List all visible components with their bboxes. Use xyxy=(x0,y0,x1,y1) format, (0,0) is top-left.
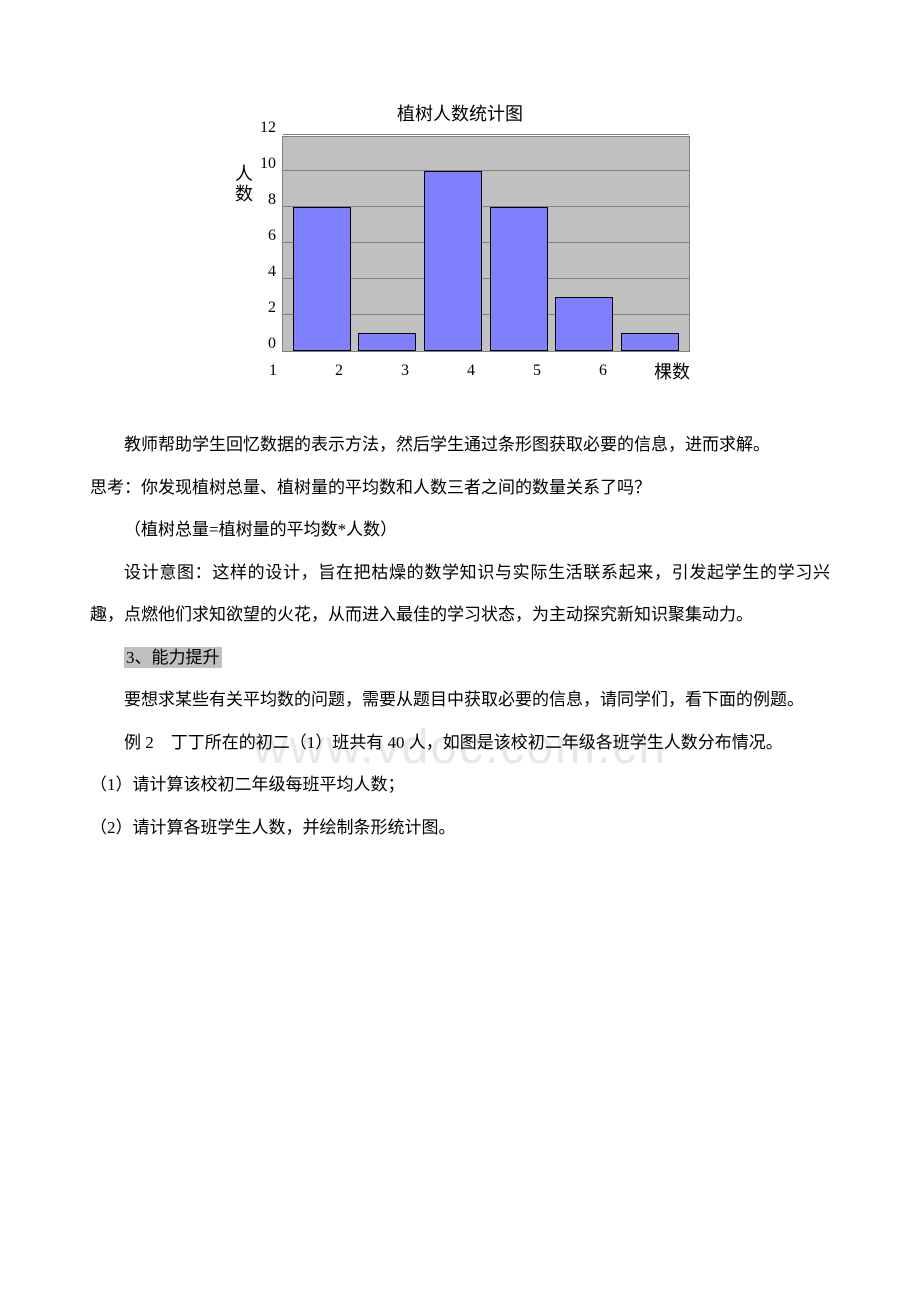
section-3-highlight: 3、能力提升 xyxy=(124,647,222,668)
paragraph-formula: （植树总量=植树量的平均数*人数） xyxy=(90,509,830,552)
tree-planting-chart: 植树人数统计图 人数 12 10 8 6 4 2 0 123456 棵数 xyxy=(230,100,690,384)
x-tick: 6 xyxy=(574,362,632,380)
x-axis-label: 棵数 xyxy=(654,358,690,384)
paragraph-question-2: （2）请计算各班学生人数，并绘制条形统计图。 xyxy=(90,807,830,850)
paragraph-section-3: 3、能力提升 xyxy=(90,637,830,680)
x-tick: 1 xyxy=(244,362,302,380)
chart-bar xyxy=(293,207,351,351)
paragraph-example-2: 例 2 丁丁所在的初二（1）班共有 40 人，如图是该校初二年级各班学生人数分布… xyxy=(90,722,830,765)
chart-bar xyxy=(358,333,416,351)
paragraph-thinking: 思考：你发现植树总量、植树量的平均数和人数三者之间的数量关系了吗？ xyxy=(90,467,830,510)
chart-bar xyxy=(424,171,482,351)
chart-plot-area xyxy=(282,136,690,352)
chart-title: 植树人数统计图 xyxy=(230,100,690,126)
paragraph-question-1: （1）请计算该校初二年级每班平均人数； xyxy=(90,764,830,807)
chart-gridline xyxy=(283,170,689,171)
y-axis-label: 人数 xyxy=(230,164,256,204)
x-axis-ticks: 123456 xyxy=(234,362,642,380)
paragraph-teacher-help: 教师帮助学生回忆数据的表示方法，然后学生通过条形图获取必要的信息，进而求解。 xyxy=(90,424,830,467)
x-tick: 4 xyxy=(442,362,500,380)
chart-gridline xyxy=(283,134,689,135)
x-tick: 5 xyxy=(508,362,566,380)
chart-bar xyxy=(555,297,613,351)
x-tick: 3 xyxy=(376,362,434,380)
y-axis-ticks: 12 10 8 6 4 2 0 xyxy=(260,136,282,352)
paragraph-design-intent: 设计意图：这样的设计，旨在把枯燥的数学知识与实际生活联系起来，引发起学生的学习兴… xyxy=(90,552,830,637)
chart-bar xyxy=(621,333,679,351)
chart-bar xyxy=(490,207,548,351)
paragraph-intro-example: 要想求某些有关平均数的问题，需要从题目中获取必要的信息，请同学们，看下面的例题。 xyxy=(90,679,830,722)
x-tick: 2 xyxy=(310,362,368,380)
